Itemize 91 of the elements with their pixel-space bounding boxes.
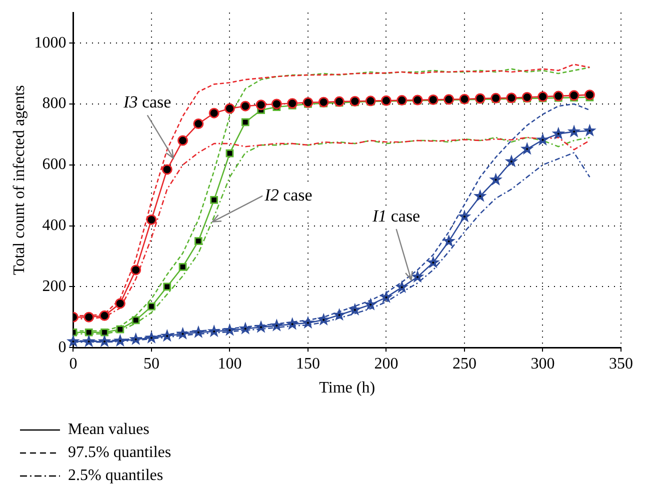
point <box>114 298 126 309</box>
point <box>553 90 564 102</box>
point <box>82 334 96 348</box>
point <box>271 98 282 110</box>
point <box>458 210 472 222</box>
point <box>98 334 112 348</box>
point <box>226 149 234 158</box>
point <box>129 332 142 346</box>
legend-label: 97.5% quantiles <box>68 444 172 462</box>
point <box>99 310 110 321</box>
point <box>116 325 124 334</box>
point <box>256 100 266 110</box>
point <box>552 126 566 140</box>
point <box>380 290 393 304</box>
point <box>490 92 502 104</box>
point <box>567 124 581 138</box>
point <box>504 154 518 168</box>
point <box>148 302 156 310</box>
point <box>160 329 174 342</box>
y-tick-label: 1000 <box>34 34 66 52</box>
point <box>194 237 202 245</box>
point <box>584 90 595 100</box>
annotation: I1 case <box>371 206 420 226</box>
point <box>224 103 235 114</box>
point <box>348 302 362 316</box>
y-tick-label: 400 <box>42 216 66 234</box>
point <box>207 324 221 338</box>
point <box>144 330 158 344</box>
point <box>316 312 330 326</box>
point <box>301 316 315 329</box>
point <box>193 118 204 130</box>
point <box>176 326 190 340</box>
x-tick-label: 50 <box>143 355 160 372</box>
x-tick-label: 100 <box>218 355 242 372</box>
point <box>241 118 250 126</box>
legend-label: 2.5% quantiles <box>68 466 164 484</box>
legend-label: Mean values <box>68 420 150 438</box>
y-tick-label: 600 <box>42 156 66 174</box>
point <box>537 91 548 102</box>
point <box>270 318 284 332</box>
annotation: I3 case <box>122 92 172 112</box>
y-axis-title: Total count of infected agents <box>10 85 28 276</box>
point <box>332 308 346 321</box>
y-tick-label: 200 <box>42 278 66 295</box>
point <box>84 312 94 322</box>
x-tick-label: 300 <box>530 355 555 372</box>
point <box>192 325 206 338</box>
point <box>350 96 360 106</box>
point <box>84 328 93 336</box>
point <box>536 132 550 146</box>
point <box>426 256 440 268</box>
point <box>132 316 140 324</box>
point <box>410 270 424 283</box>
point <box>489 172 502 186</box>
point <box>395 280 409 293</box>
x-tick-label: 150 <box>296 355 320 372</box>
point <box>442 234 456 247</box>
point <box>286 317 299 330</box>
point <box>130 264 142 276</box>
point <box>473 189 487 202</box>
y-tick-label: 800 <box>42 95 66 112</box>
point <box>240 100 251 112</box>
y-tick-label: 0 <box>58 338 66 356</box>
point <box>210 196 218 204</box>
x-axis-title: Time (h) <box>319 380 376 397</box>
point <box>208 108 220 118</box>
point <box>178 135 188 146</box>
point <box>66 334 80 348</box>
point <box>302 97 314 108</box>
point <box>318 96 329 108</box>
point <box>520 142 534 155</box>
point <box>583 124 596 136</box>
annotation: I2 case <box>264 185 312 204</box>
point <box>522 92 532 103</box>
x-tick-label: 250 <box>452 355 476 372</box>
point <box>287 98 298 109</box>
point <box>100 328 108 336</box>
x-tick-label: 200 <box>374 355 398 372</box>
point <box>254 320 268 333</box>
point <box>568 90 580 101</box>
x-tick-label: 0 <box>69 355 78 372</box>
point <box>334 96 345 107</box>
point <box>178 262 187 271</box>
x-tick-label: 350 <box>609 355 633 372</box>
point <box>223 323 236 336</box>
point <box>146 214 157 225</box>
point <box>364 298 378 310</box>
point <box>162 164 172 175</box>
point <box>163 282 172 291</box>
point <box>113 334 127 347</box>
point <box>238 322 252 334</box>
